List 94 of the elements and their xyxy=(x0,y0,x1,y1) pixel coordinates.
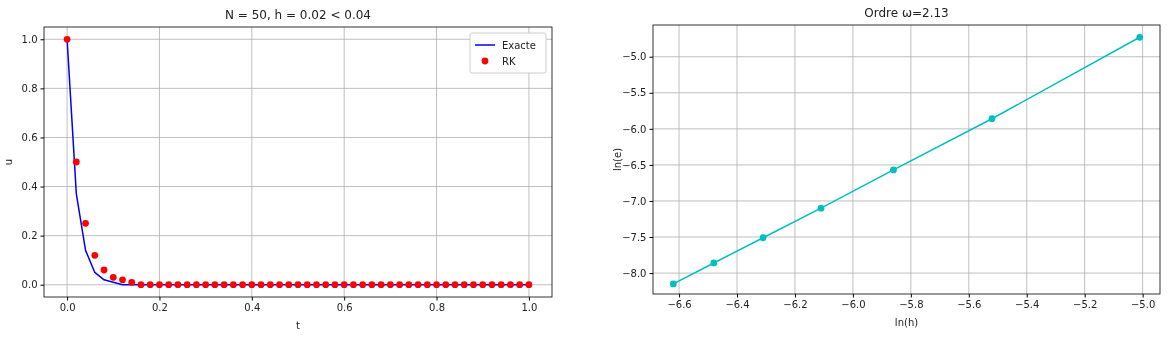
x-tick-label: 0.0 xyxy=(59,301,76,313)
point xyxy=(63,35,71,43)
y-axis-title: u xyxy=(3,158,14,166)
point xyxy=(165,281,173,289)
point xyxy=(451,281,459,289)
x-tick-label: −6.4 xyxy=(725,298,750,310)
chart-title: Ordre ω=2.13 xyxy=(864,6,949,20)
point xyxy=(340,281,348,289)
point xyxy=(516,281,524,289)
point xyxy=(146,281,154,289)
point xyxy=(211,281,219,289)
point xyxy=(433,281,440,289)
legend-label: RK xyxy=(502,56,516,67)
x-tick-label: 0.6 xyxy=(336,301,353,313)
x-tick-label: −5.0 xyxy=(1130,298,1156,310)
point xyxy=(988,115,996,123)
x-tick-label: −6.6 xyxy=(667,298,692,310)
legend-label: Exacte xyxy=(502,40,536,51)
y-tick-label: 0.6 xyxy=(21,132,38,144)
x-tick-label: 1.0 xyxy=(521,301,538,313)
y-tick-label: −5.5 xyxy=(622,87,647,99)
x-axis-title: ln(h) xyxy=(894,317,919,328)
point xyxy=(817,204,825,212)
point xyxy=(294,281,302,289)
y-tick-label: 0.0 xyxy=(21,279,38,291)
y-tick-label: −8.0 xyxy=(622,267,647,279)
point xyxy=(479,281,487,289)
point xyxy=(303,281,311,289)
point xyxy=(396,281,403,289)
y-tick-label: 1.0 xyxy=(21,33,38,45)
point xyxy=(377,281,385,289)
point xyxy=(890,166,897,174)
point xyxy=(414,281,422,289)
point xyxy=(350,281,357,289)
point xyxy=(239,281,246,289)
y-tick-label: −5.0 xyxy=(622,51,647,63)
y-tick-label: 0.8 xyxy=(21,83,38,95)
x-tick-label: −6.0 xyxy=(841,298,866,310)
point xyxy=(137,281,145,289)
point xyxy=(488,281,496,289)
point xyxy=(470,281,477,289)
y-tick-label: 0.2 xyxy=(21,230,38,242)
point xyxy=(229,281,237,289)
point xyxy=(368,281,376,289)
point xyxy=(202,281,210,289)
point xyxy=(100,266,108,274)
point xyxy=(276,281,283,289)
point xyxy=(128,278,136,286)
point xyxy=(82,219,89,227)
point xyxy=(331,281,339,289)
point xyxy=(442,281,450,289)
x-tick-label: −5.6 xyxy=(957,298,982,310)
point xyxy=(386,281,394,289)
x-tick-label: 0.4 xyxy=(244,301,261,313)
x-axis-title: t xyxy=(296,320,301,331)
point xyxy=(359,281,367,289)
point xyxy=(174,281,182,289)
point xyxy=(193,281,200,289)
point xyxy=(313,281,320,289)
point xyxy=(322,281,330,289)
point xyxy=(460,281,468,289)
point xyxy=(91,251,99,259)
x-tick-label: −5.8 xyxy=(899,298,924,310)
y-tick-label: −7.5 xyxy=(622,231,647,243)
point xyxy=(525,281,533,289)
y-axis-title: ln(e) xyxy=(612,147,623,172)
point xyxy=(109,273,117,281)
y-tick-label: −6.5 xyxy=(622,159,647,171)
chart-title: N = 50, h = 0.02 < 0.04 xyxy=(225,8,371,22)
point xyxy=(405,281,413,289)
x-tick-label: 0.8 xyxy=(429,301,445,313)
point xyxy=(710,259,718,267)
point xyxy=(72,158,80,166)
point xyxy=(248,281,256,289)
x-tick-label: 0.2 xyxy=(152,301,168,313)
point xyxy=(156,281,163,289)
point xyxy=(220,281,228,289)
point xyxy=(183,281,191,289)
y-tick-label: 0.4 xyxy=(21,181,38,193)
point xyxy=(119,276,126,284)
x-tick-label: −5.2 xyxy=(1073,298,1098,310)
point xyxy=(266,281,274,289)
point xyxy=(257,281,265,289)
point xyxy=(1136,33,1144,41)
point xyxy=(423,281,431,289)
point xyxy=(507,281,514,289)
y-tick-label: −6.0 xyxy=(622,123,647,135)
point xyxy=(497,281,505,289)
x-tick-label: −6.2 xyxy=(783,298,808,310)
point xyxy=(759,234,767,242)
x-tick-label: −5.4 xyxy=(1015,298,1040,310)
point xyxy=(285,281,293,289)
point xyxy=(669,280,677,288)
y-tick-label: −7.0 xyxy=(622,195,647,207)
